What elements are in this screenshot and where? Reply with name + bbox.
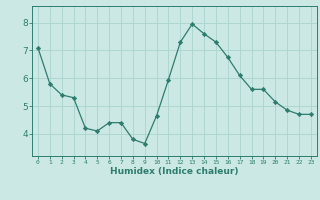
X-axis label: Humidex (Indice chaleur): Humidex (Indice chaleur): [110, 167, 239, 176]
